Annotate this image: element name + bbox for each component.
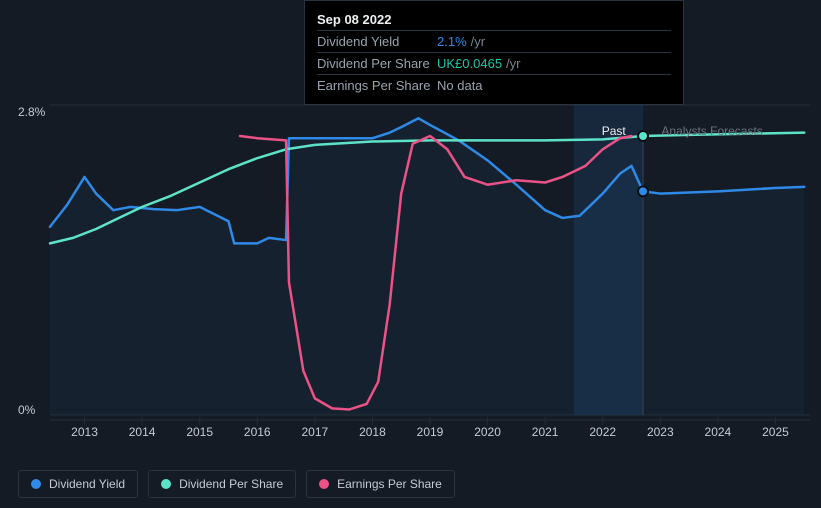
legend-item[interactable]: Dividend Per Share bbox=[148, 470, 296, 498]
legend-label: Earnings Per Share bbox=[337, 477, 442, 491]
legend-dot-icon bbox=[161, 479, 171, 489]
y-tick-label: 0% bbox=[18, 403, 35, 417]
tooltip-date: Sep 08 2022 bbox=[317, 9, 671, 30]
chart-tooltip: Sep 08 2022 Dividend Yield2.1%/yrDividen… bbox=[304, 0, 684, 105]
tooltip-row-value: No data bbox=[437, 78, 483, 93]
tooltip-row: Dividend Yield2.1%/yr bbox=[317, 30, 671, 52]
legend-item[interactable]: Dividend Yield bbox=[18, 470, 138, 498]
tooltip-row-label: Dividend Per Share bbox=[317, 56, 437, 71]
x-tick-label: 2017 bbox=[301, 425, 328, 439]
x-tick-label: 2013 bbox=[71, 425, 98, 439]
annotation-forecast: Analysts Forecasts bbox=[661, 124, 762, 138]
legend-item[interactable]: Earnings Per Share bbox=[306, 470, 455, 498]
x-tick-label: 2014 bbox=[129, 425, 156, 439]
x-tick-label: 2016 bbox=[244, 425, 271, 439]
plot-area[interactable]: Past Analysts Forecasts bbox=[50, 105, 810, 445]
x-tick-label: 2018 bbox=[359, 425, 386, 439]
x-tick-label: 2020 bbox=[474, 425, 501, 439]
x-tick-label: 2024 bbox=[705, 425, 732, 439]
annotation-past: Past bbox=[602, 124, 627, 138]
chart-legend: Dividend Yield Dividend Per Share Earnings… bbox=[18, 470, 455, 498]
legend-label: Dividend Yield bbox=[49, 477, 125, 491]
y-tick-label: 2.8% bbox=[18, 105, 45, 119]
x-tick-label: 2015 bbox=[186, 425, 213, 439]
x-tick-label: 2019 bbox=[417, 425, 444, 439]
legend-dot-icon bbox=[31, 479, 41, 489]
tooltip-row-value: UK£0.0465/yr bbox=[437, 56, 521, 71]
x-tick-label: 2022 bbox=[589, 425, 616, 439]
tooltip-row-label: Earnings Per Share bbox=[317, 78, 437, 93]
tooltip-row-label: Dividend Yield bbox=[317, 34, 437, 49]
x-tick-label: 2025 bbox=[762, 425, 789, 439]
x-tick-label: 2021 bbox=[532, 425, 559, 439]
tooltip-row: Dividend Per ShareUK£0.0465/yr bbox=[317, 52, 671, 74]
x-tick-label: 2023 bbox=[647, 425, 674, 439]
legend-label: Dividend Per Share bbox=[179, 477, 283, 491]
tooltip-row-value: 2.1%/yr bbox=[437, 34, 485, 49]
legend-dot-icon bbox=[319, 479, 329, 489]
dividend-chart-container: { "tooltip": { "date": "Sep 08 2022", "r… bbox=[0, 0, 821, 508]
tooltip-row: Earnings Per ShareNo data bbox=[317, 74, 671, 96]
